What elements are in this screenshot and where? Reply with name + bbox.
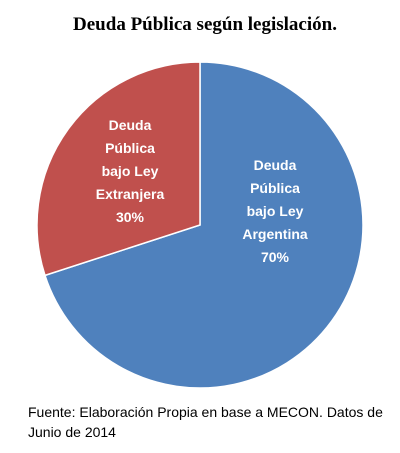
pie-slice <box>36 61 201 277</box>
slice-label: Deuda Pública bajo Ley Argentina <box>242 157 308 242</box>
slice-label-line: Pública <box>250 180 300 196</box>
slice-label-line: Deuda <box>109 117 152 133</box>
slice-label-line: Deuda <box>254 157 297 173</box>
slice-label-line: Extranjera <box>96 186 165 202</box>
slice-label-line: Pública <box>105 140 155 156</box>
slice-label-line: bajo Ley <box>102 163 159 179</box>
value-label: 70% <box>261 249 290 265</box>
slice-label-line: Argentina <box>242 226 308 242</box>
slice-label: Deuda Pública bajo Ley Extranjera <box>96 117 165 202</box>
chart-title: Deuda Pública según legislación. <box>73 14 337 35</box>
source-note: Fuente: Elaboración Propia en base a MEC… <box>28 404 383 440</box>
slice-label-line: bajo Ley <box>247 203 304 219</box>
value-label: 30% <box>116 209 145 225</box>
pie-slice <box>44 61 364 389</box>
